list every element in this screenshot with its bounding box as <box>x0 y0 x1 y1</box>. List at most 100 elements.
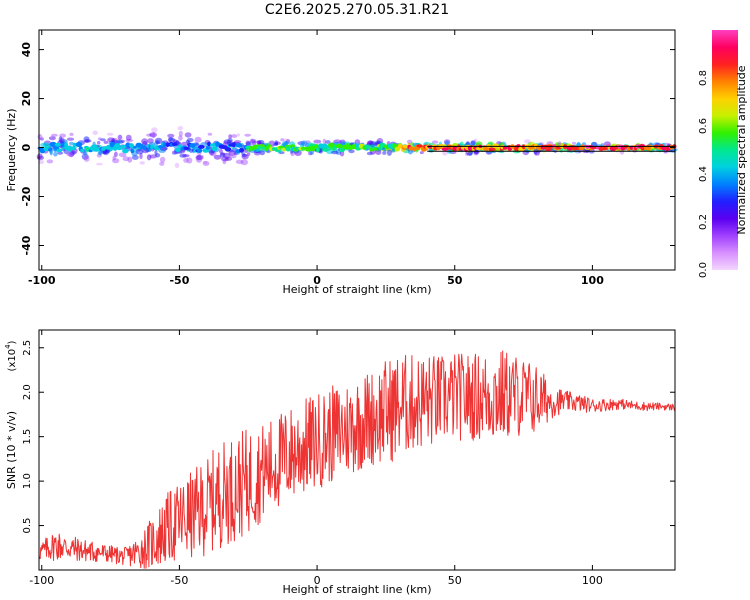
spectrogram-cell <box>125 134 132 141</box>
spectrogram-peak <box>322 148 329 152</box>
spectrogram-peak <box>441 147 449 151</box>
spectrogram-peak <box>269 146 274 152</box>
spectrogram-cell <box>178 135 183 141</box>
spectrogram-cell <box>222 159 227 165</box>
spectrogram-peak <box>109 142 116 148</box>
spectrogram-x-tick-label: 50 <box>447 274 463 287</box>
snr-series-line <box>38 350 676 569</box>
spectrogram-cell <box>37 134 43 140</box>
spectrogram-peak <box>402 144 410 149</box>
spectrogram-peak <box>397 143 403 149</box>
spectrogram-cell <box>219 152 226 158</box>
spectrogram-peak <box>239 147 245 153</box>
snr-x-tick-label: 100 <box>582 574 603 587</box>
spectrogram-centerlines <box>427 145 675 152</box>
snr-y-scale: (x104) <box>4 340 18 371</box>
spectrogram-peak <box>318 143 324 149</box>
spectrogram-peak <box>335 143 343 149</box>
spectrogram-cell <box>182 154 190 158</box>
spectrogram-y-label: Frequency (Hz) <box>5 109 18 192</box>
spectrogram-peak <box>285 146 291 152</box>
spectrogram-y-tick-label: -40 <box>20 235 33 255</box>
spectrogram-cell <box>382 151 387 155</box>
snr-frame <box>38 329 676 571</box>
spectrogram-cell <box>83 155 90 162</box>
spectrogram-cell <box>386 149 392 156</box>
spectrogram-cell <box>97 151 102 155</box>
spectrogram-cell <box>240 159 248 166</box>
spectrogram-peak <box>64 142 68 147</box>
spectrogram-cell <box>39 137 44 141</box>
spectrogram-peak <box>207 141 211 147</box>
spectrogram-cell <box>51 133 58 137</box>
spectrogram-cell <box>194 136 202 143</box>
spectrogram-cell <box>151 132 156 139</box>
spectrogram-peak <box>125 142 130 148</box>
spectrogram-peak <box>502 146 508 150</box>
spectrogram-cell <box>159 156 166 163</box>
spectrogram-peak <box>56 148 63 153</box>
spectrogram-peak <box>315 147 320 153</box>
spectrogram-cell <box>619 151 624 156</box>
spectrogram-peak <box>142 145 147 151</box>
snr-y-label: SNR (10 * v/v) <box>5 411 18 489</box>
snr-y-tick-label: 0.5 <box>22 518 33 534</box>
spectrogram-x-tick-label: -100 <box>28 274 56 287</box>
spectrogram-x-ticks: -100 -50 0 50 100 <box>28 30 604 287</box>
spectrogram-cell <box>442 151 448 156</box>
spectrogram-cell <box>219 148 223 154</box>
colorbar-tick-label: 0.8 <box>698 70 709 86</box>
spectrogram-x-label: Height of straight line (km) <box>282 283 431 296</box>
spectrogram-cell <box>154 149 158 156</box>
spectrogram-peak <box>224 147 232 152</box>
spectrogram-peak <box>80 148 85 153</box>
spectrogram-cell <box>431 140 439 144</box>
spectrogram-cell <box>208 149 215 156</box>
spectrogram-peak <box>328 142 335 148</box>
spectrogram-peak <box>300 146 306 150</box>
spectrogram-cell <box>100 138 106 142</box>
spectrogram-peak <box>416 144 423 148</box>
spectrogram-cell <box>48 136 56 141</box>
spectrogram-cell <box>177 126 184 131</box>
spectrogram-peak <box>122 148 129 154</box>
spectrogram-cell <box>146 133 153 137</box>
spectrogram-cell <box>259 150 265 156</box>
spectrogram-peak <box>205 146 210 150</box>
snr-y-tick-label: 1.0 <box>22 473 33 489</box>
spectrogram-cell <box>233 140 242 144</box>
spectrogram-cell <box>195 155 202 161</box>
spectrogram-peak <box>129 143 135 149</box>
spectrogram-peak <box>157 145 164 149</box>
spectrogram-peak <box>171 142 178 146</box>
spectrogram-cell <box>250 138 254 143</box>
spectrogram-cell <box>196 156 202 163</box>
spectrogram-x-tick-label: -50 <box>169 274 189 287</box>
spectrogram-cell <box>348 149 355 154</box>
spectrogram-cell <box>36 153 43 159</box>
spectrogram-cell <box>116 140 124 144</box>
spectrogram-peak <box>54 142 62 147</box>
spectrogram-cell <box>167 133 175 138</box>
spectrogram-cell <box>179 153 187 158</box>
spectrogram-cell <box>173 139 177 143</box>
spectrogram-cell <box>36 155 45 161</box>
spectrogram-peak <box>183 146 190 150</box>
snr-y-scale-close: ) <box>7 340 18 344</box>
spectrogram-cell <box>189 148 194 153</box>
spectrogram-cell <box>139 161 145 165</box>
spectrogram-peak <box>661 146 667 151</box>
spectrogram-cell <box>141 138 149 145</box>
spectrogram-cell <box>155 140 160 145</box>
spectrogram-peak <box>132 145 137 149</box>
spectrogram-y-tick-label: 40 <box>20 42 33 58</box>
spectrogram-cell <box>149 132 158 138</box>
spectrogram-cell <box>235 159 244 164</box>
snr-y-scale-text: (x10 <box>7 349 18 372</box>
spectrogram-frame <box>38 29 676 271</box>
spectrogram-peak <box>106 144 111 150</box>
spectrogram-cell <box>468 149 473 156</box>
spectrogram-cell <box>246 152 251 156</box>
spectrogram-cell <box>178 130 183 137</box>
spectrogram-cell <box>118 152 127 158</box>
